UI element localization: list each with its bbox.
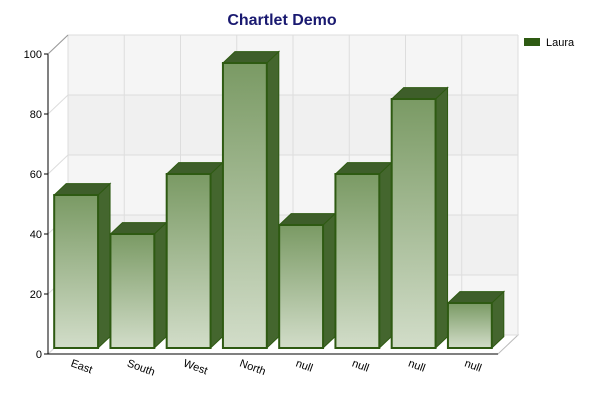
chart-title: Chartlet Demo bbox=[227, 12, 337, 29]
bars bbox=[52, 50, 506, 350]
y-tick-label: 60 bbox=[30, 169, 42, 181]
bar-group bbox=[165, 161, 224, 350]
x-tick-label: West bbox=[182, 358, 209, 378]
bar-group bbox=[221, 50, 281, 350]
bar bbox=[278, 224, 325, 349]
bar bbox=[109, 233, 156, 349]
grid-line-depth bbox=[47, 154, 69, 175]
bar-side bbox=[378, 161, 392, 350]
y-tick-label: 20 bbox=[30, 289, 42, 301]
x-tick-label: null bbox=[350, 358, 370, 375]
bar-side bbox=[97, 182, 111, 350]
bar-group bbox=[390, 86, 449, 350]
bar bbox=[221, 62, 268, 349]
bar-group bbox=[277, 212, 337, 350]
bar bbox=[446, 302, 493, 349]
y-tick-label: 80 bbox=[30, 109, 42, 121]
x-tick-label: East bbox=[69, 358, 94, 377]
bar-side bbox=[322, 212, 336, 350]
bar-group bbox=[334, 161, 393, 350]
legend-label-laura: Laura bbox=[546, 37, 575, 49]
y-tick-label: 100 bbox=[24, 49, 42, 61]
bar bbox=[390, 98, 437, 349]
bar bbox=[53, 194, 100, 349]
legend-swatch-laura bbox=[524, 38, 540, 46]
grid-line-depth bbox=[47, 94, 69, 115]
x-tick-label: null bbox=[463, 358, 483, 375]
bar-group bbox=[446, 290, 506, 350]
x-axis-labels: East South West North null null null null bbox=[69, 358, 483, 379]
x-tick-label: null bbox=[294, 358, 314, 375]
bar-side bbox=[435, 86, 449, 350]
x-tick-label: null bbox=[407, 358, 427, 375]
bar bbox=[334, 173, 381, 349]
y-axis-depth-top bbox=[47, 34, 69, 55]
y-tick-label: 0 bbox=[36, 349, 42, 361]
bar-group bbox=[109, 221, 168, 350]
bar-side bbox=[153, 221, 167, 350]
x-tick-label: South bbox=[125, 358, 156, 379]
bar-side bbox=[210, 161, 224, 350]
bar-group bbox=[52, 182, 112, 350]
x-tick-label: North bbox=[238, 358, 267, 378]
plot-area: 0 20 40 60 80 100 East South West North null null n… bbox=[24, 34, 520, 379]
bar bbox=[165, 173, 212, 349]
bar-side bbox=[266, 50, 280, 350]
y-tick-label: 40 bbox=[30, 229, 42, 241]
legend: Laura bbox=[524, 37, 575, 49]
y-axis-ticks: 0 20 40 60 80 100 bbox=[24, 49, 48, 361]
